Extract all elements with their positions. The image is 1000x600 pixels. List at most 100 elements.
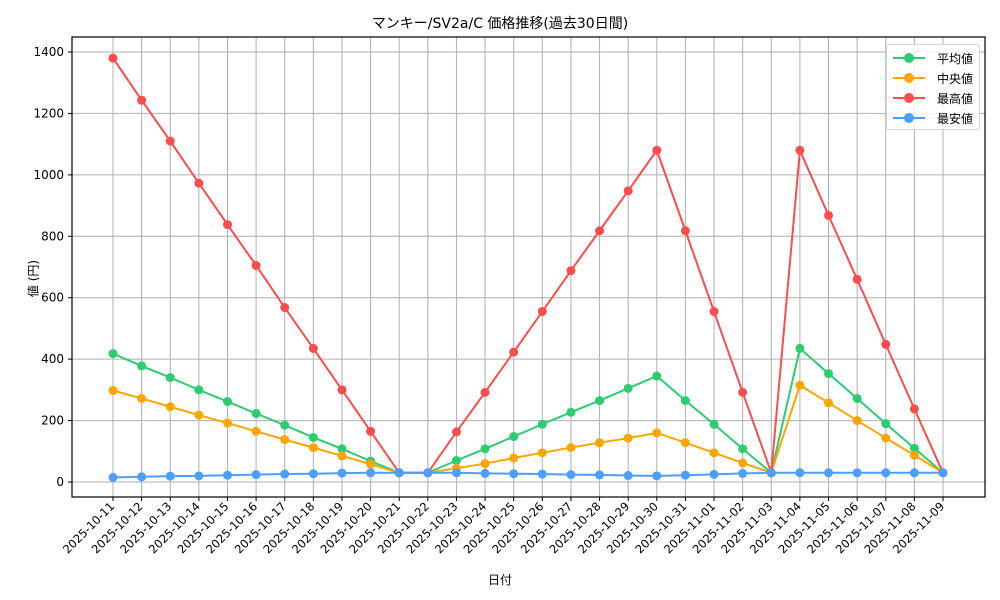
data-point [852,416,862,426]
data-point [680,226,690,236]
data-point [337,385,347,395]
y-tick-label: 1200 [33,106,64,120]
data-point [137,361,147,371]
data-point [766,468,776,478]
data-point [824,398,834,408]
y-tick-label: 800 [41,229,64,243]
data-point [222,220,232,230]
data-point [537,469,547,479]
data-point [137,393,147,403]
data-point [308,343,318,353]
data-point [366,426,376,436]
data-point [222,418,232,428]
data-point [165,373,175,383]
data-point [824,468,834,478]
data-point [194,410,204,420]
data-point [566,266,576,276]
data-point [308,469,318,479]
data-point [280,435,290,445]
data-point [595,226,605,236]
data-point [595,438,605,448]
data-point [909,468,919,478]
data-point [137,472,147,482]
legend: 平均値 中央値 最高値 最安値 [886,44,980,130]
data-point [881,339,891,349]
legend-item-average: 平均値 [893,48,973,68]
data-point [738,458,748,468]
data-point [909,443,919,453]
legend-label: 中央値 [937,71,974,86]
data-point [251,409,261,419]
grid [72,37,985,497]
data-point [194,385,204,395]
data-point [280,420,290,430]
data-point [595,396,605,406]
legend-item-max: 最高値 [893,88,973,108]
legend-item-median: 中央値 [893,68,973,88]
data-point [308,443,318,453]
data-point [537,448,547,458]
data-point [852,468,862,478]
data-point [938,468,948,478]
data-point [824,210,834,220]
data-point [480,387,490,397]
data-point [366,459,376,469]
data-point [623,433,633,443]
data-point [709,469,719,479]
data-point [451,456,461,465]
data-point [795,380,805,390]
data-point [509,453,519,463]
legend-item-min: 最安値 [893,108,973,128]
data-point [280,469,290,479]
legend-label: 平均値 [937,51,974,66]
data-point [623,186,633,196]
data-point [595,470,605,480]
data-point [251,426,261,436]
data-point [909,450,919,460]
data-point [108,385,118,395]
data-point [480,468,490,478]
data-point [680,396,690,406]
data-point [881,468,891,478]
data-point [537,307,547,317]
data-point [623,471,633,481]
data-point [337,451,347,461]
series-0 [108,343,948,478]
y-tick-label: 0 [56,475,64,489]
data-point [394,468,404,478]
data-point [680,438,690,448]
data-point [566,470,576,480]
data-point [795,468,805,478]
data-point [680,470,690,480]
data-point [222,397,232,407]
data-point [451,468,461,478]
legend-label: 最高値 [937,91,974,106]
data-point [795,145,805,155]
data-point [795,343,805,353]
y-tick-label: 1400 [33,45,64,59]
data-point [165,136,175,146]
data-point [194,471,204,481]
axes-frame [71,36,986,498]
legend-label: 最安値 [937,111,974,126]
data-point [824,369,834,379]
chart-title: マンキー/SV2a/C 価格推移(過去30日間) [371,16,629,32]
data-point [652,428,662,438]
series-2 [108,53,948,478]
data-point [137,95,147,105]
data-point [366,468,376,478]
data-point [652,145,662,155]
data-point [909,404,919,414]
data-point [451,427,461,437]
data-point [194,178,204,188]
y-tick-label: 200 [41,414,64,428]
data-point [509,432,519,442]
data-point [337,468,347,478]
data-point [881,419,891,429]
x-axis-label: 日付 [487,573,513,587]
y-tick-label: 600 [41,291,64,305]
series-3 [108,468,948,482]
data-point [108,472,118,482]
data-point [852,274,862,284]
